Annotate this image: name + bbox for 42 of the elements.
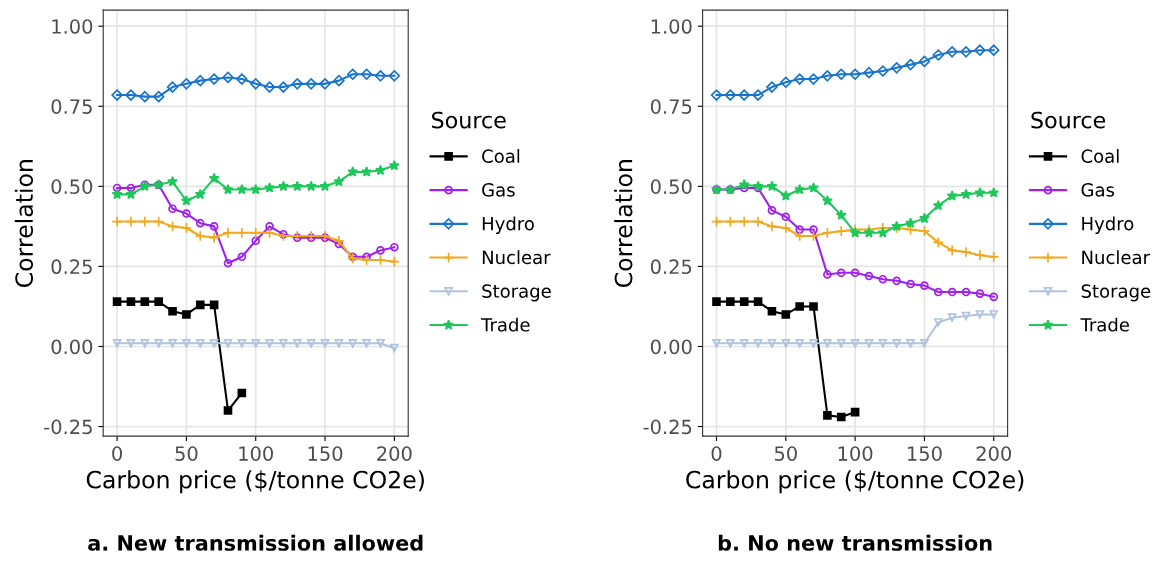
text: a. New transmission allowed <box>88 534 423 551</box>
x-tick-label: 100 <box>838 446 873 461</box>
legend-label: Trade <box>481 317 530 332</box>
legend-label: Gas <box>482 183 515 197</box>
x-tick-label: 200 <box>377 446 412 461</box>
x-tick-label: 0 <box>112 446 122 461</box>
y-axis-title: Correlation <box>614 160 633 287</box>
legend-label: Hydro <box>482 216 534 234</box>
x-tick-label: 50 <box>774 446 797 461</box>
legend-label: Nuclear <box>1082 250 1150 265</box>
y-axis-title: Correlation <box>14 160 34 287</box>
x-tick-label: 150 <box>908 446 942 461</box>
legend-label: Coal <box>482 149 520 163</box>
legend-label: Storage <box>482 284 551 302</box>
text: b. No new transmission <box>718 534 992 551</box>
y-tick-label: 0.50 <box>51 179 93 194</box>
x-tick-label: 0 <box>711 446 722 461</box>
legend-label: Gas <box>1081 183 1115 197</box>
y-tick-label: -0.25 <box>643 419 692 435</box>
y-tick-label: 1.00 <box>651 19 692 34</box>
y-tick-label: 0.50 <box>650 179 692 194</box>
legend-title: Source <box>1031 111 1106 129</box>
y-tick-label: 1.00 <box>52 19 93 34</box>
x-tick-label: 200 <box>976 446 1012 461</box>
legend-title: Source <box>432 111 506 129</box>
x-axis-title: Carbon price ($/tonne CO2e) <box>86 470 424 494</box>
x-axis-title: Carbon price ($/tonne CO2e) <box>686 470 1024 494</box>
y-tick-label: 0.00 <box>650 339 692 355</box>
x-tick-label: 150 <box>308 446 343 461</box>
legend-label: Hydro <box>1082 216 1134 234</box>
legend-label: Coal <box>1081 149 1119 163</box>
x-tick-label: 50 <box>175 446 198 461</box>
legend-label: Nuclear <box>482 250 551 265</box>
y-tick-label: 0.75 <box>650 99 692 114</box>
y-tick-label: 0.00 <box>51 339 93 355</box>
y-tick-label: -0.25 <box>44 419 92 435</box>
y-tick-label: 0.25 <box>650 259 692 275</box>
legend-label: Storage <box>1081 284 1151 302</box>
x-tick-label: 100 <box>239 446 273 461</box>
y-tick-label: 0.25 <box>51 259 92 275</box>
legend-label: Trade <box>1080 317 1129 332</box>
y-tick-label: 0.75 <box>51 99 92 114</box>
